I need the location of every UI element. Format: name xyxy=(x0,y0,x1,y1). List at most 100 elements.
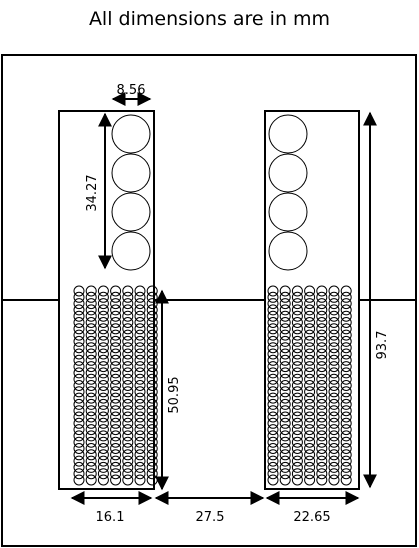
small-circle xyxy=(279,392,291,404)
small-circle xyxy=(110,329,122,341)
small-circle xyxy=(110,291,122,303)
small-circle xyxy=(134,436,146,448)
small-circle xyxy=(279,348,291,360)
small-circle xyxy=(304,317,316,328)
small-circle xyxy=(316,449,328,461)
small-circle xyxy=(340,348,352,360)
small-circle xyxy=(110,436,122,448)
small-circle xyxy=(134,449,146,461)
small-circle xyxy=(97,373,109,385)
small-circle xyxy=(73,474,85,486)
small-circle xyxy=(73,411,85,423)
small-circle xyxy=(279,411,291,423)
small-circles-right xyxy=(267,285,352,486)
small-circle xyxy=(110,392,122,404)
small-circle xyxy=(291,380,303,391)
small-circle xyxy=(328,317,340,328)
small-circle xyxy=(328,348,340,360)
small-circle xyxy=(267,342,279,354)
small-circle xyxy=(316,386,328,398)
small-circle xyxy=(110,449,122,461)
small-circle xyxy=(97,380,109,391)
small-circle xyxy=(304,298,316,310)
small-circle xyxy=(97,342,109,354)
small-circle xyxy=(304,342,316,354)
small-circle xyxy=(279,449,291,461)
small-circle xyxy=(340,411,352,423)
small-circle xyxy=(110,285,122,297)
small-circle xyxy=(328,461,340,473)
small-circle xyxy=(97,310,109,322)
small-circle xyxy=(279,443,291,454)
small-circle xyxy=(279,373,291,385)
small-circle xyxy=(85,380,97,391)
large-circle xyxy=(111,114,151,154)
small-circle xyxy=(110,335,122,347)
small-circle xyxy=(340,398,352,410)
small-circle xyxy=(73,329,85,341)
small-circle xyxy=(291,367,303,379)
small-circle xyxy=(291,474,303,486)
small-circle xyxy=(97,443,109,454)
small-circle xyxy=(73,449,85,461)
small-circle xyxy=(97,335,109,347)
small-circle xyxy=(85,411,97,423)
small-circle xyxy=(304,285,316,297)
small-circle xyxy=(85,424,97,436)
small-circle xyxy=(97,298,109,310)
small-circle xyxy=(316,342,328,354)
small-circle xyxy=(304,367,316,379)
small-circle xyxy=(328,329,340,341)
small-circle xyxy=(304,291,316,303)
small-circle xyxy=(110,455,122,467)
small-circle xyxy=(73,405,85,417)
small-circle xyxy=(85,405,97,417)
small-circle xyxy=(122,310,134,322)
small-circle xyxy=(134,386,146,398)
dim-label-left-leg: 16.1 xyxy=(96,510,125,525)
small-circle xyxy=(340,449,352,461)
small-circle xyxy=(134,474,146,486)
small-circle xyxy=(328,436,340,448)
small-circle xyxy=(73,443,85,454)
small-circle xyxy=(122,443,134,454)
small-circle xyxy=(134,443,146,454)
small-circle xyxy=(85,298,97,310)
small-circle xyxy=(316,373,328,385)
small-circle xyxy=(122,436,134,448)
small-circle xyxy=(316,310,328,322)
small-circle xyxy=(267,468,279,480)
small-circle xyxy=(291,411,303,423)
small-circle xyxy=(328,354,340,366)
small-circle xyxy=(73,354,85,366)
small-circle xyxy=(316,323,328,335)
small-circle xyxy=(291,310,303,322)
small-circle xyxy=(97,354,109,366)
small-circle xyxy=(73,310,85,322)
small-circle xyxy=(267,411,279,423)
small-circle xyxy=(316,424,328,436)
small-circle xyxy=(85,373,97,385)
small-circle xyxy=(97,455,109,467)
small-circle xyxy=(85,367,97,379)
small-circle xyxy=(267,386,279,398)
dim-label-window-width: 27.5 xyxy=(196,510,225,525)
small-circle xyxy=(110,304,122,316)
small-circle xyxy=(73,298,85,310)
small-circle xyxy=(97,468,109,480)
diagram-title: All dimensions are in mm xyxy=(88,8,331,30)
small-circle xyxy=(267,436,279,448)
small-circle xyxy=(316,335,328,347)
small-circle xyxy=(316,436,328,448)
small-circle xyxy=(122,392,134,404)
small-circle xyxy=(340,468,352,480)
small-circle xyxy=(267,474,279,486)
small-circle xyxy=(328,291,340,303)
small-circle xyxy=(134,405,146,417)
small-circle xyxy=(279,317,291,328)
large-circle xyxy=(268,114,308,154)
large-circles-right xyxy=(268,114,308,271)
small-circle xyxy=(267,291,279,303)
small-circle xyxy=(73,392,85,404)
small-circle xyxy=(304,449,316,461)
